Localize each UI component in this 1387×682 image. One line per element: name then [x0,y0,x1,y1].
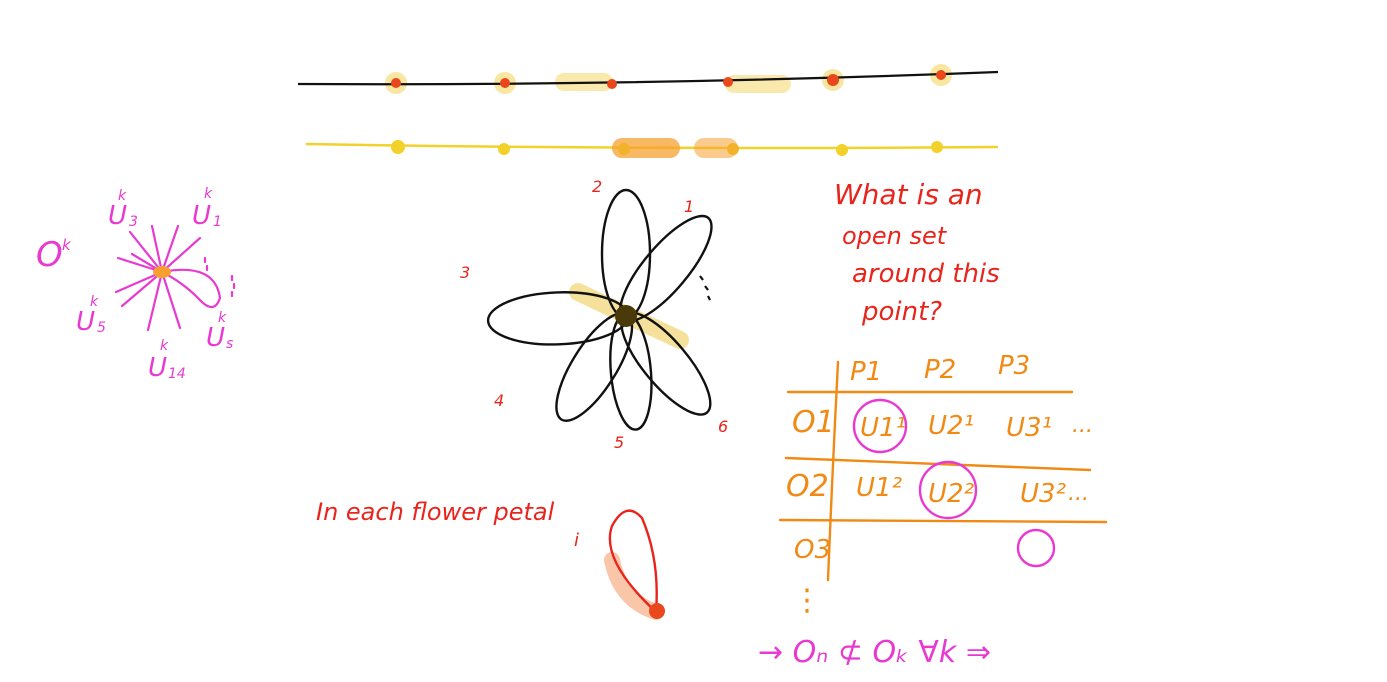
table-cell: U1¹ [860,413,906,443]
u-label-sup: k [218,310,227,326]
petal-number: 2 [592,177,602,196]
u-label-base: U [148,353,167,383]
question-line: point? [861,297,942,327]
table-cell: U1² [856,473,902,503]
table-cell: ... [1072,413,1093,438]
set-label-sup: k [62,236,72,254]
u-label-us: U k s [206,310,233,353]
petal-number: 6 [718,417,728,436]
u-label-u14: U k 14 [148,338,186,383]
u-label-sub: 5 [97,320,106,336]
row-label: O2 [786,469,829,504]
bottom-conclusion: → Oₙ ⊄ Oₖ ∀k ⇒ [758,635,991,670]
petal-number: 1 [684,197,694,216]
u-label-sub: 1 [213,214,222,230]
table-cell: ... [1068,481,1089,506]
row-label: O1 [792,405,835,440]
u-label-sup: k [160,338,169,354]
question-line: open set [842,222,948,250]
u-label-sub: s [226,336,233,352]
u-label-base: U [108,201,127,231]
u-label-sub: 3 [129,214,138,230]
u-label-u5: U k 5 [76,294,106,337]
question-line: around this [852,259,1000,289]
petal-number: 5 [614,433,624,452]
table-cell: U3¹ [1006,413,1052,443]
question-line: What is an [834,178,983,211]
u-label-base: U [76,307,95,337]
column-header: P1 [850,357,882,387]
u-label-sup: k [90,294,99,310]
flower-sketch [486,188,713,431]
table-vdots: ⋮ [792,583,822,618]
u-label-sub: 14 [168,366,186,382]
row-label: O3 [794,535,831,565]
column-header: P2 [924,355,956,385]
magenta-star-sketch [114,224,236,332]
u-label-sup: k [204,186,213,202]
u-label-base: U [192,201,211,231]
column-header: P3 [998,351,1030,381]
set-label: O k [36,235,72,275]
table-cell: U2¹ [928,411,974,441]
petal-number: 3 [460,263,470,282]
u-label-u3: U k 3 [108,188,138,231]
petal-note: In each flower petal [316,498,555,526]
u-label-u1: U k 1 [192,186,222,231]
petal-number: 4 [494,391,504,410]
single-petal-sketch [604,509,665,620]
u-label-base: U [206,323,225,353]
u-label-sup: k [118,188,127,204]
table-cell: U3² [1020,479,1066,509]
black-line-sketch [297,64,999,94]
table-cell: U2² [928,479,974,509]
yellow-line-sketch [305,138,999,158]
question-note: What is an open set around this point? [834,178,1000,327]
set-label-base: O [36,235,63,275]
petal-note-index: i [574,530,579,551]
magenta-circles [852,398,1056,568]
